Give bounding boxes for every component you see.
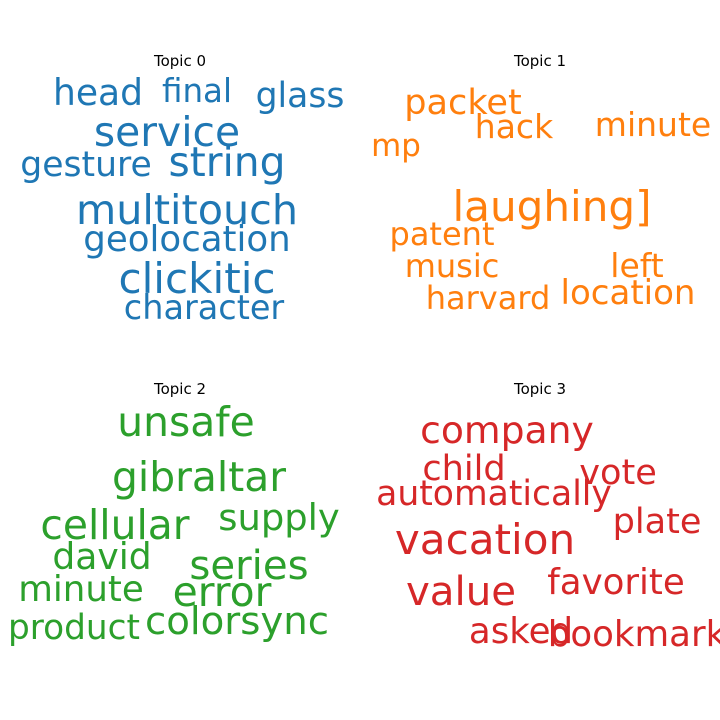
- topic-2-word: error: [172, 568, 272, 616]
- topic-0-word: final: [161, 72, 233, 110]
- topic-panel-3: Topic 3 company child vote automatically pla…: [360, 328, 720, 688]
- topic-0-word: character: [123, 288, 285, 327]
- topic-3-word: plate: [612, 501, 702, 542]
- topic-2-word: minute: [18, 569, 144, 610]
- topic-title-1: Topic 1: [513, 52, 567, 70]
- topic-1-word: left: [610, 246, 664, 285]
- topic-2-word: unsafe: [117, 398, 255, 446]
- topic-0-word: head: [52, 72, 144, 114]
- topic-1-word: music: [404, 247, 500, 285]
- topic-panel-1: Topic 1 packet hack minute mp laughing] paten…: [360, 0, 720, 360]
- topic-panel-0: Topic 0 head final glass service gesture stri…: [0, 0, 360, 360]
- topic-2-word: cellular: [40, 501, 190, 549]
- topic-3-word: company: [420, 408, 594, 452]
- topic-0-word: geolocation: [83, 219, 291, 260]
- topic-2-word: colorsync: [144, 599, 330, 644]
- topic-1-word: minute: [594, 105, 712, 144]
- topic-1-word: packet: [404, 82, 522, 123]
- topic-0-word: glass: [255, 76, 345, 116]
- topic-title-2: Topic 2: [153, 380, 207, 398]
- topic-panel-2: Topic 2 unsafe gibraltar cellular supply dav…: [0, 328, 360, 688]
- topic-1-word: harvard: [425, 279, 551, 317]
- topic-1-word: laughing]: [452, 182, 652, 231]
- topic-3-word: automatically: [376, 474, 612, 514]
- topic-1-word: mp: [371, 128, 421, 164]
- topic-0-word: service: [93, 108, 241, 156]
- topic-1-word: location: [560, 273, 696, 313]
- topic-0-word: string: [168, 138, 286, 186]
- topic-1-word: hack: [474, 107, 554, 146]
- topic-3-word: favorite: [547, 562, 685, 603]
- topic-2-word: gibraltar: [111, 453, 287, 501]
- topic-0-word: gesture: [20, 145, 152, 185]
- topic-1-word: patent: [389, 215, 495, 253]
- topic-2-word: supply: [218, 496, 340, 539]
- topic-title-0: Topic 0: [153, 52, 207, 70]
- topic-2-word: series: [189, 542, 309, 589]
- topic-3-word: vote: [579, 452, 657, 493]
- topic-3-word: value: [405, 568, 517, 615]
- topic-0-word: multitouch: [75, 186, 299, 234]
- topic-3-word: child: [422, 448, 506, 489]
- topic-0-word: clickitic: [118, 254, 276, 303]
- topic-2-word: product: [8, 608, 140, 648]
- topic-3-word: asked: [468, 611, 574, 652]
- topic-3-word: bookmark: [547, 614, 720, 655]
- topic-2-word: david: [52, 536, 152, 578]
- topic-title-3: Topic 3: [513, 380, 567, 398]
- topic-3-word: vacation: [394, 515, 576, 564]
